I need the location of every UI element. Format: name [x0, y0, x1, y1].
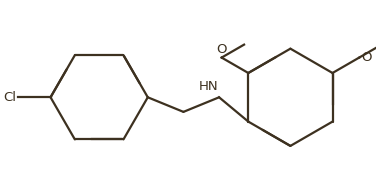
Text: HN: HN — [199, 80, 218, 93]
Text: Cl: Cl — [3, 91, 17, 104]
Text: O: O — [361, 51, 371, 64]
Text: O: O — [216, 43, 227, 56]
